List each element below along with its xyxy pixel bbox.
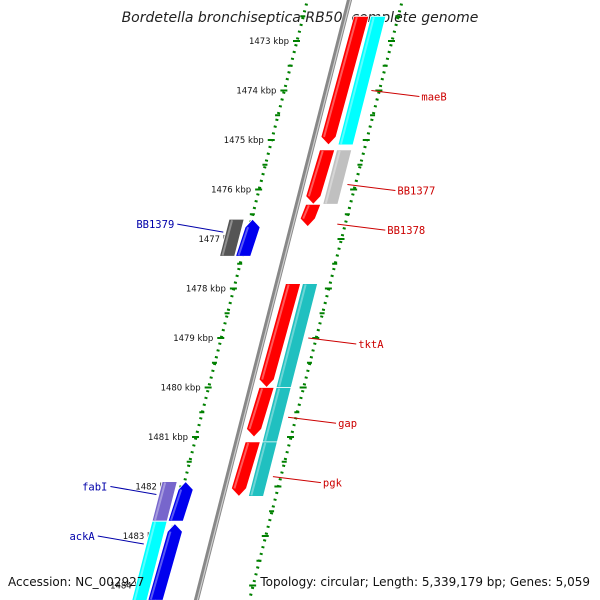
gene-label-gap: gap: [338, 418, 357, 430]
gene-label-leader: [347, 184, 396, 192]
scale-tick-label: 1473 kbp: [249, 37, 289, 47]
gene-label-leader: [337, 223, 386, 231]
map-title: Bordetella bronchiseptica RB50, complete…: [121, 10, 479, 26]
gene-label-BB1378: BB1378: [387, 225, 425, 237]
scale-tick-label: 1477 kbp: [198, 235, 238, 245]
gene-feature-fabI: [167, 481, 194, 522]
gene-feature-shine: [278, 284, 307, 387]
gene-feature-shine: [154, 482, 167, 521]
gene-label-leader: [272, 476, 321, 484]
gene-feature-shine: [221, 219, 234, 256]
scale-tick-label: 1480 kbp: [161, 384, 201, 394]
gene-feature-maeB-cds: [337, 15, 387, 146]
gene-feature-shine: [324, 150, 341, 204]
scale-right-dotted-line: [247, 0, 405, 600]
genome-backbone: [193, 0, 353, 600]
gene-feature-shine: [307, 150, 324, 197]
scale-tick-label: 1483 kbp: [123, 532, 163, 542]
gene-feature-gap: [246, 387, 275, 438]
gene-feature-shine: [248, 388, 264, 430]
gene-label-leader: [288, 416, 337, 424]
scale-tick-label: 1482 kbp: [135, 483, 175, 493]
gene-feature-maeB: [320, 15, 370, 146]
scale-tick-label: 1475 kbp: [224, 136, 264, 146]
gene-feature-pgk-cds: [247, 441, 278, 497]
gene-feature-tktA: [258, 283, 302, 389]
gene-feature-shine: [170, 489, 183, 521]
gene-feature-BB1377: [305, 149, 336, 205]
gene-feature-shine: [261, 284, 290, 380]
gene-label-fabI: fabI: [82, 482, 107, 494]
gene-feature-shine: [250, 442, 267, 496]
gene-feature-shine: [323, 16, 358, 138]
gene-feature-ackA-cds: [131, 520, 168, 600]
gene-feature-shine: [340, 16, 375, 145]
gene-feature-shine: [233, 442, 250, 489]
gene-label-BB1377: BB1377: [397, 186, 435, 198]
scale-tick-label: 1476 kbp: [211, 186, 251, 196]
gene-label-maeB: maeB: [421, 92, 446, 104]
genome-summary-text: Topology: circular; Length: 5,339,179 bp…: [260, 575, 590, 589]
gene-feature-shine: [149, 531, 172, 600]
gene-feature-BB1379: [235, 218, 261, 257]
gene-feature-shine: [264, 388, 281, 442]
gene-feature-pgk: [230, 441, 261, 497]
scale-tick-label: 1474 kbp: [236, 87, 276, 97]
scale-tick-label: 1481 kbp: [148, 433, 188, 443]
scale-tick-label: 1479 kbp: [173, 334, 213, 344]
gene-feature-BB1378: [299, 203, 322, 228]
gene-label-BB1379: BB1379: [136, 219, 174, 231]
gene-label-leader: [110, 486, 157, 495]
gene-feature-shine: [237, 226, 250, 256]
gene-label-tktA: tktA: [358, 339, 384, 351]
gene-label-ackA: ackA: [69, 531, 95, 543]
gene-feature-shine: [302, 204, 310, 220]
gene-feature-shine: [133, 521, 157, 600]
gene-label-leader: [177, 223, 224, 233]
gene-label-leader: [97, 535, 144, 545]
gene-feature-BB1379-cds: [219, 218, 245, 257]
genome-backbone-highlight: [196, 0, 352, 600]
accession-text: Accession: NC_002927: [8, 575, 145, 589]
gene-feature-BB1377-cds: [322, 149, 353, 205]
gene-label-leader: [371, 90, 420, 97]
gene-label-pgk: pgk: [323, 478, 343, 490]
scale-tick-label: 1478 kbp: [186, 285, 226, 295]
gene-label-leader: [308, 337, 357, 345]
gene-feature-ackA: [147, 523, 183, 600]
scale-tick-label: 1484 kbp: [110, 582, 150, 592]
